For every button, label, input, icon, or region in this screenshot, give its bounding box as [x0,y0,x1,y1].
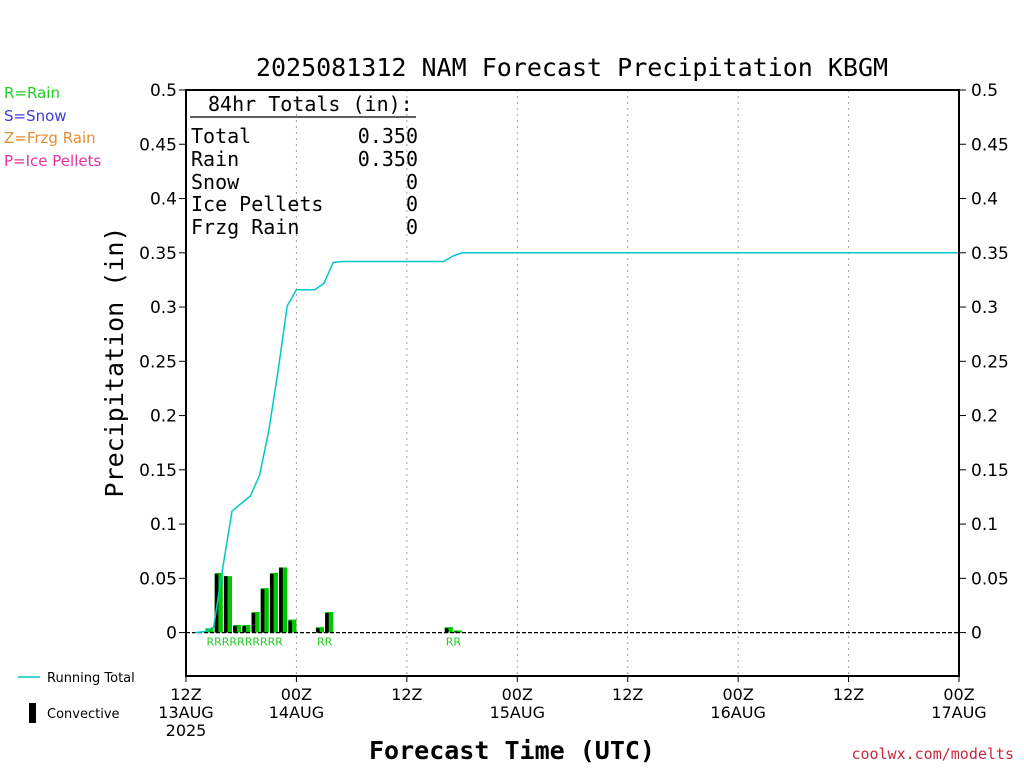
y-tick-label-left-7: 0.15 [139,461,177,481]
precip-bar-11 [325,611,334,633]
convective-bar-11 [325,613,329,633]
convective-legend-label: Convective [47,707,120,722]
y-tick-label-left-4: 0.3 [150,298,177,318]
totals-snow-label: Snow [191,170,240,194]
convective-bar-9 [288,620,292,633]
y-axis-ticks: 0.5 0.5 0.45 0.45 0.4 0.4 0.35 0.35 0.3 0.3 0.25 0.… [139,81,1009,644]
precip-type-label-2: RR [446,636,462,649]
gridlines [295,90,850,676]
y-tick-label-right-8: 0.1 [971,515,998,535]
precip-bar-2 [223,576,233,633]
x-tick-label-0-2: 2025 [166,721,207,740]
convective-bar-10 [315,628,320,633]
totals-snow-value: 0 [406,170,418,194]
x-tick-label-1-1: 14AUG [269,703,324,722]
totals-frzg-rain-value: 0 [406,215,418,239]
x-tick-label-4-0: 12Z [612,685,643,704]
precip-type-legend: R=Rain S=Snow Z=Frzg Rain P=Ice Pellets [4,82,101,172]
precip-bar-5 [251,611,260,633]
legend-snow: S=Snow [4,106,67,125]
totals-rain-label: Rain [191,147,239,171]
convective-bar-3 [233,626,237,633]
y-tick-label-left-6: 0.2 [150,407,177,427]
precip-bar-1 [214,572,223,633]
y-tick-label-right-3: 0.35 [971,244,1009,264]
x-tick-label-3-0: 00Z [502,685,533,704]
legend-rain: R=Rain [4,84,60,102]
plot-frame [185,89,960,677]
convective-bar-7 [269,573,274,633]
precip-bar-4 [242,624,251,633]
totals-ice-pellets-label: Ice Pellets [191,192,323,216]
totals-box: 84hr Totals (in): Total 0.350 Rain 0.350… [190,92,418,239]
totals-total-label: Total [191,124,251,148]
y-tick-label-right-10: 0 [971,624,982,644]
x-tick-label-7-1: 17AUG [931,703,986,722]
y-axis-label: Precipitation (in) [100,227,129,498]
y-tick-label-left-10: 0 [166,624,177,644]
y-tick-label-left-2: 0.4 [150,190,177,210]
totals-rain-value: 0.350 [358,147,418,171]
x-tick-label-1-0: 00Z [281,685,312,704]
running-total-legend-label: Running Total [47,671,135,686]
x-tick-label-0-0: 12Z [170,685,201,704]
convective-bar-6 [260,589,265,633]
precip-bar-10 [315,627,325,633]
convective-bar-2 [223,576,228,633]
running-total-polyline [195,252,959,634]
legend-frzg-rain: Z=Frzg Rain [4,129,96,147]
y-tick-label-left-3: 0.35 [139,244,177,264]
chart-title: 2025081312 NAM Forecast Precipitation KB… [256,53,888,82]
x-tick-label-0-1: 13AUG [158,703,213,722]
y-tick-label-right-6: 0.2 [971,407,998,427]
totals-header: 84hr Totals (in): [208,92,413,116]
y-tick-label-left-5: 0.25 [139,352,177,372]
precip-type-label-1: RR [317,636,333,649]
convective-bar-4 [242,626,246,633]
y-tick-label-right-7: 0.15 [971,461,1009,481]
precip-type-label-0: RRRRRRRRRR [207,636,284,649]
x-tick-label-7-0: 00Z [943,685,974,704]
precip-type-labels: RRRRRRRRRR RR RR [207,636,462,649]
running-total-line [195,252,959,634]
precip-bar-13 [453,630,463,633]
x-tick-label-2-0: 12Z [391,685,422,704]
totals-total-value: 0.350 [358,124,418,148]
convective-legend-swatch [29,703,36,723]
precip-bar-0 [205,628,214,633]
precip-bar-8 [279,567,288,633]
precip-bar-3 [233,624,242,633]
totals-ice-pellets-value: 0 [406,192,418,216]
legend-ice-pellets: P=Ice Pellets [4,151,102,170]
precip-bar-7 [269,572,279,633]
y-tick-label-right-9: 0.05 [971,569,1009,589]
convective-bar-12 [444,628,449,633]
convective-bar-8 [279,567,283,633]
y-tick-label-right-4: 0.3 [971,298,998,318]
precip-bar-9 [288,619,297,633]
y-tick-label-left-8: 0.1 [150,515,177,535]
convective-bar-13 [453,631,458,633]
bottom-legend: Running Total Convective [18,671,135,723]
x-tick-label-5-0: 00Z [722,685,753,704]
precip-bar-12 [444,627,453,633]
precip-bars [205,567,463,633]
convective-bar-5 [251,613,256,633]
x-tick-label-3-1: 15AUG [490,703,545,722]
totals-frzg-rain-label: Frzg Rain [191,215,299,239]
y-tick-label-right-5: 0.25 [971,352,1009,372]
y-tick-label-left-9: 0.05 [139,569,177,589]
y-tick-label-right-2: 0.4 [971,190,998,210]
x-axis-label: Forecast Time (UTC) [369,736,655,765]
y-tick-label-right-1: 0.45 [971,135,1009,155]
site-credit: coolwx.com/modelts [851,745,1014,763]
x-tick-label-6-0: 12Z [833,685,864,704]
x-tick-label-5-1: 16AUG [710,703,765,722]
y-tick-label-right-0: 0.5 [971,81,998,101]
precip-bar-6 [260,588,269,633]
y-tick-label-left-1: 0.45 [139,135,177,155]
y-tick-label-left-0: 0.5 [150,81,177,101]
